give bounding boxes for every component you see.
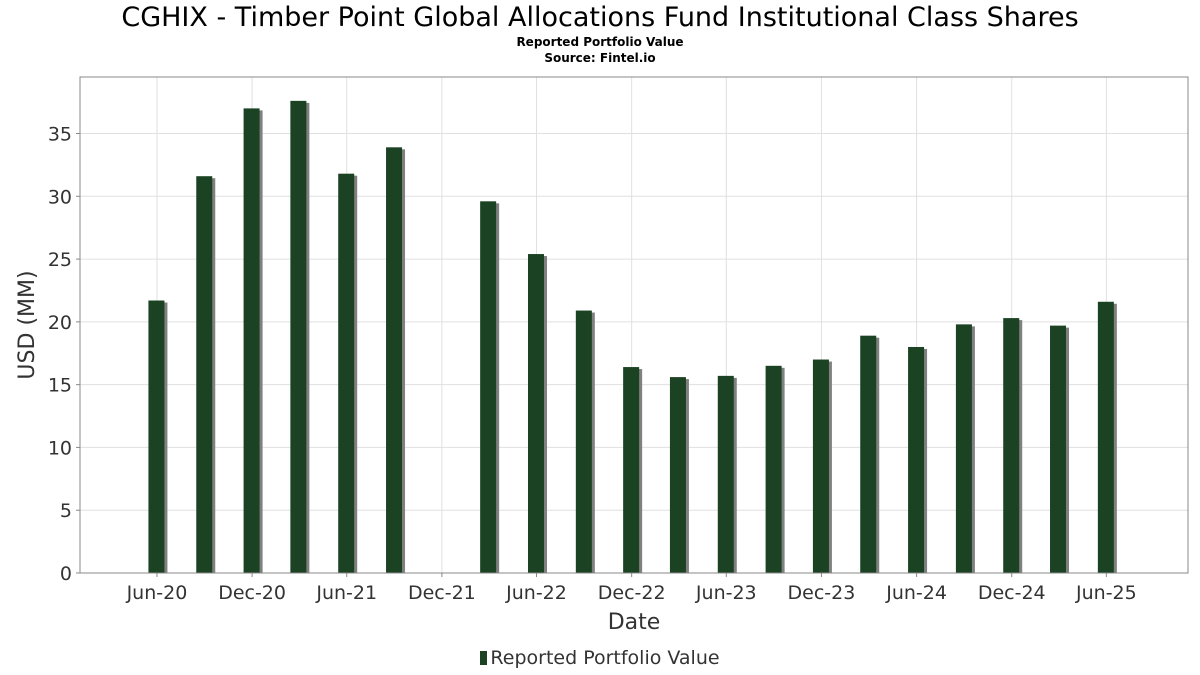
x-tick-label: Dec-24 (978, 582, 1046, 604)
chart-source: Source: Fintel.io (544, 51, 656, 65)
y-tick-label: 35 (48, 124, 72, 146)
x-tick-label: Dec-23 (788, 582, 856, 604)
y-tick-label: 0 (60, 563, 72, 585)
bar (765, 365, 782, 573)
bar (148, 300, 165, 573)
y-tick-label: 5 (60, 500, 72, 522)
y-axis-label: USD (MM) (15, 270, 40, 379)
legend-swatch-icon (480, 651, 488, 665)
bar (623, 367, 640, 573)
plot-frame (79, 76, 1189, 574)
x-tick-label: Jun-23 (695, 582, 757, 604)
x-axis-label: Date (608, 610, 661, 635)
bar (860, 335, 877, 573)
bars (148, 100, 1117, 574)
bar (717, 375, 734, 573)
bar (1003, 318, 1020, 573)
bar (527, 254, 544, 573)
x-tick-label: Jun-21 (315, 582, 377, 604)
x-tick-label: Dec-22 (598, 582, 666, 604)
bar (338, 173, 355, 574)
y-tick-label: 25 (48, 249, 72, 271)
bar (290, 100, 307, 574)
bar (386, 147, 403, 574)
bar (1050, 325, 1067, 573)
x-tick-label: Jun-25 (1075, 582, 1137, 604)
x-tick-label: Dec-20 (218, 582, 286, 604)
legend-label: Reported Portfolio Value (490, 647, 720, 669)
bar (908, 346, 925, 573)
bar (243, 108, 260, 574)
bar (669, 377, 686, 573)
x-tick-label: Dec-21 (408, 582, 476, 604)
bar (196, 176, 213, 573)
legend: Reported Portfolio Value (0, 647, 1200, 669)
bar (1097, 301, 1114, 573)
y-tick-label: 30 (48, 186, 72, 208)
x-tick-label: Jun-22 (505, 582, 567, 604)
bar (955, 324, 972, 573)
y-tick-label: 15 (48, 375, 72, 397)
y-tick-label: 10 (48, 437, 72, 459)
y-tick-label: 20 (48, 312, 72, 334)
bar (575, 310, 592, 573)
chart-title: CGHIX - Timber Point Global Allocations … (121, 2, 1079, 33)
x-tick-label: Jun-20 (126, 582, 188, 604)
bar (812, 359, 829, 573)
bar (480, 201, 497, 574)
chart-subtitle: Reported Portfolio Value (516, 35, 684, 49)
axes: 0 5 10 15 20 25 30 35 Jun-20 Dec-20 Jun-21 Dec-21 Ju… (48, 76, 1189, 604)
x-tick-label: Jun-24 (885, 582, 947, 604)
